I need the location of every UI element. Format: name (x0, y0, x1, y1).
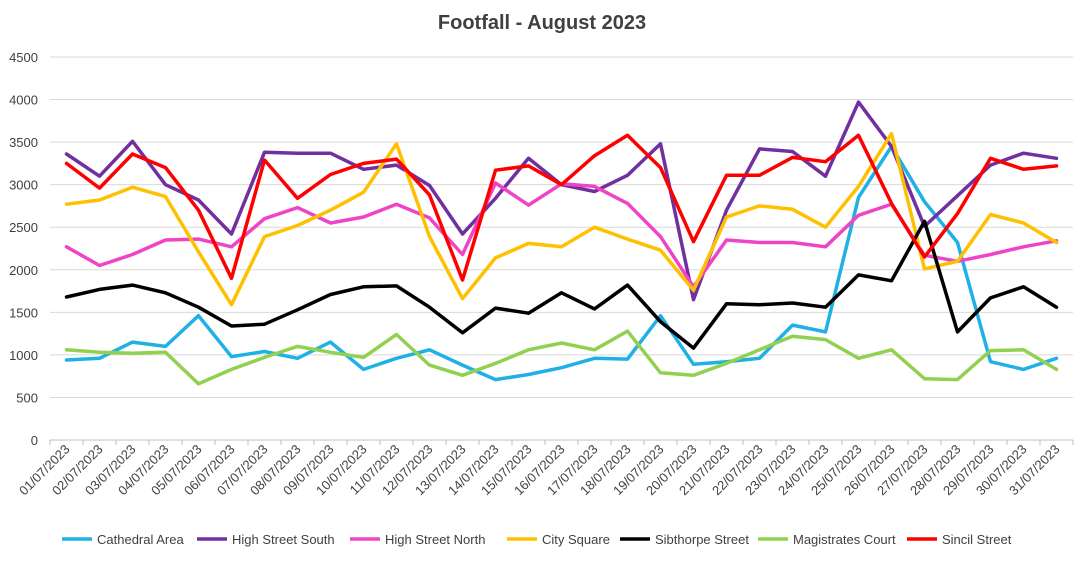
y-tick-label: 500 (16, 390, 38, 405)
series-line-sincil-street (64, 133, 1059, 282)
legend-label: Cathedral Area (97, 532, 184, 547)
legend-label: City Square (542, 532, 610, 547)
y-tick-label: 2000 (9, 263, 38, 278)
legend: Cathedral Area High Street South High Stre… (62, 532, 1012, 547)
y-tick-label: 3000 (9, 178, 38, 193)
legend-label: Magistrates Court (793, 532, 896, 547)
legend-label: Sincil Street (942, 532, 1012, 547)
y-tick-label: 4000 (9, 93, 38, 108)
legend-label: Sibthorpe Street (655, 532, 749, 547)
y-tick-label: 3500 (9, 135, 38, 150)
y-tick-label: 2500 (9, 220, 38, 235)
series-lines (64, 100, 1059, 386)
legend-label: High Street South (232, 532, 335, 547)
y-tick-label: 4500 (9, 50, 38, 65)
y-axis: 0 500 1000 1500 2000 2500 3000 3500 4000 4500 (9, 50, 38, 448)
chart-title: Footfall - August 2023 (438, 12, 646, 34)
series-line-sibthorpe-street (64, 219, 1059, 350)
y-tick-label: 1500 (9, 305, 38, 320)
series-line-magistrates-court (64, 329, 1059, 386)
y-tick-label: 0 (31, 433, 38, 448)
y-tick-label: 1000 (9, 348, 38, 363)
series-line-city-square (64, 131, 1059, 307)
legend-label: High Street North (385, 532, 485, 547)
